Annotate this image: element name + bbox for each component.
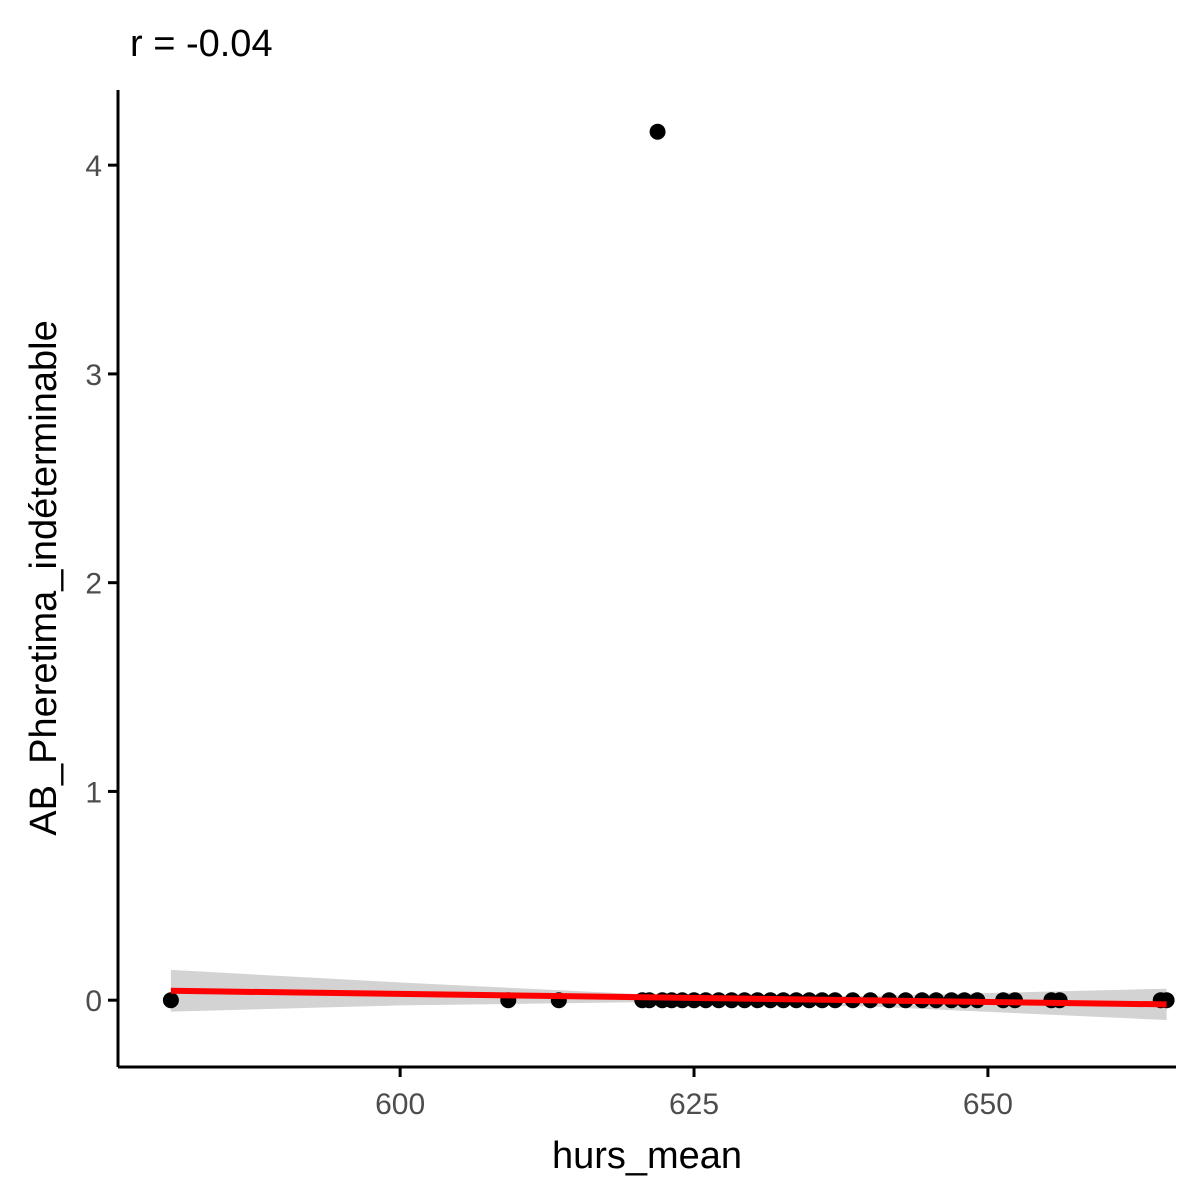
y-tick-label: 3 — [85, 359, 102, 392]
x-ticks: 600 625 650 — [375, 1067, 1013, 1121]
y-axis-label: AB_Pheretima_indéterminable — [23, 320, 65, 835]
data-point — [649, 123, 666, 140]
x-axis-label: hurs_mean — [552, 1135, 742, 1177]
x-tick-label: 625 — [669, 1088, 719, 1121]
fit-line-layer — [170, 987, 1167, 1008]
data-points-layer — [162, 123, 1175, 1009]
y-ticks: 0 1 2 3 4 — [85, 150, 118, 1018]
data-point — [162, 992, 179, 1009]
y-tick-label: 0 — [85, 985, 102, 1018]
y-tick-label: 4 — [85, 150, 102, 183]
regression-line — [170, 987, 1167, 1008]
y-tick-label: 1 — [85, 776, 102, 809]
x-tick-label: 650 — [963, 1088, 1013, 1121]
chart-title: r = -0.04 — [130, 23, 273, 65]
y-tick-label: 2 — [85, 568, 102, 601]
x-tick-label: 600 — [375, 1088, 425, 1121]
